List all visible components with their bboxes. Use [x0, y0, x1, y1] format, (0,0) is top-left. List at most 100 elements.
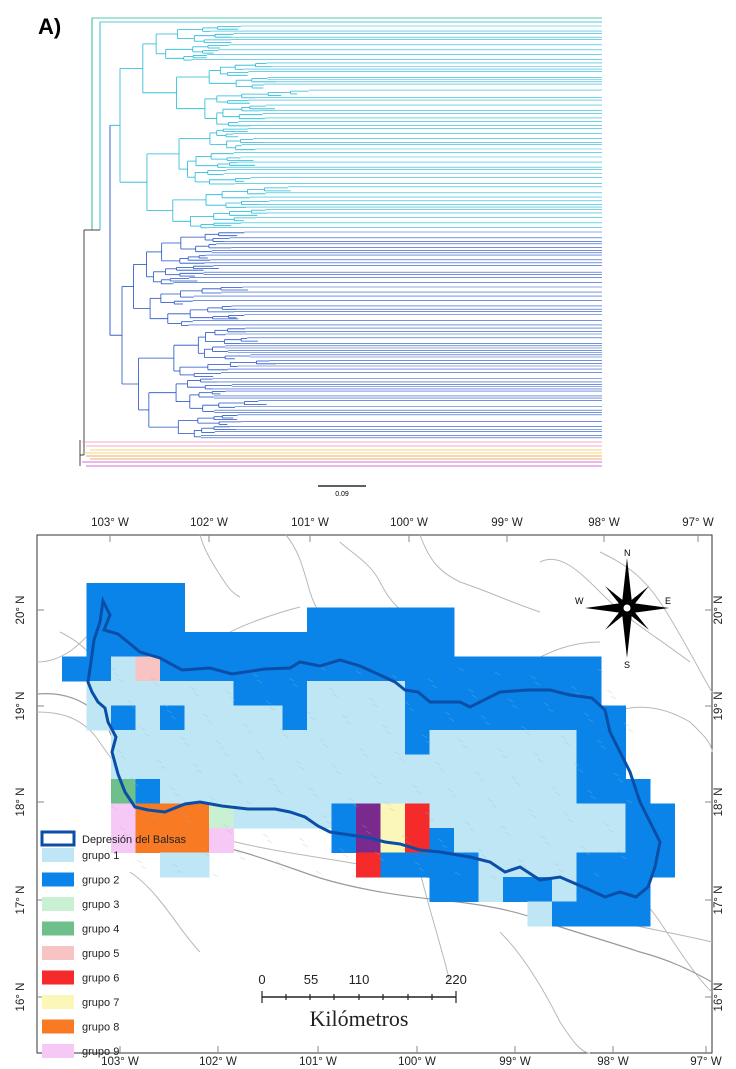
top-axis-label: 103° W	[91, 517, 129, 529]
grid-cell-grupo-2	[429, 656, 455, 682]
relief-hatch	[262, 833, 269, 838]
relief-hatch	[404, 701, 411, 706]
bottom-axis-label: 98° W	[597, 1056, 629, 1067]
grid-cell-grupo-2	[282, 705, 308, 731]
relief-hatch	[421, 734, 428, 739]
grid-cell-grupo-2	[650, 803, 675, 829]
left-axis-label: 16° N	[15, 983, 27, 1012]
relief-hatch	[318, 737, 325, 742]
grid-cell-grupo-1	[601, 828, 626, 853]
relief-hatch	[627, 728, 634, 733]
grid-cell-grupo-1	[478, 803, 504, 829]
grid-cell-grupo-2	[380, 632, 406, 657]
grid-cell-grupo-8	[160, 828, 185, 853]
grid-cell-grupo-2	[429, 632, 455, 657]
grid-cell-grupo-1	[380, 705, 406, 731]
grid-cell-grupo-1	[380, 681, 406, 706]
relief-hatch	[156, 759, 163, 764]
relief-hatch	[193, 692, 200, 697]
relief-hatch	[553, 862, 560, 867]
relief-hatch	[405, 840, 412, 845]
grid-cell-grupo-2	[209, 632, 234, 657]
scale-tick-label: 110	[349, 972, 370, 987]
relief-hatch	[584, 851, 591, 856]
relief-hatch	[278, 727, 285, 732]
grid-cell-grupo-1	[209, 730, 234, 755]
relief-hatch	[219, 746, 226, 751]
top-axis-label: 102° W	[190, 517, 228, 529]
grid-cell-grupo-1	[209, 754, 234, 780]
grid-cell-grupo-2	[111, 607, 136, 633]
grid-cell-grupo-2	[454, 705, 479, 731]
grid-cell-grupo-1	[233, 754, 259, 780]
grid-cell-grupo-1	[454, 730, 479, 755]
grid-cell-grupo-2	[111, 583, 136, 608]
grid-cell-grupo-2	[258, 632, 283, 657]
relief-hatch	[319, 666, 326, 671]
relief-hatch	[169, 786, 176, 791]
grid-cell-grupo-2	[233, 632, 259, 657]
grid-cell-grupo-1	[380, 779, 406, 804]
relief-hatch	[478, 777, 485, 782]
relief-hatch	[375, 780, 382, 785]
relief-hatch	[534, 681, 541, 686]
grid-cell-grupo-1	[307, 705, 332, 731]
grid-cell-grupo-2	[331, 632, 357, 657]
grid-cell-grupo-1	[135, 754, 161, 780]
relief-hatch	[341, 714, 348, 719]
relief-hatch	[415, 790, 422, 795]
grid-cell-grupo-2	[282, 632, 308, 657]
relief-hatch	[123, 832, 130, 837]
grid-cell-grupo-1	[331, 681, 357, 706]
relief-hatch	[331, 764, 338, 769]
relief-hatch	[236, 779, 243, 784]
relief-hatch	[276, 789, 283, 794]
legend-swatch	[42, 995, 74, 1009]
relief-hatch	[617, 778, 624, 783]
grid-cell-grupo-1	[307, 803, 332, 829]
bottom-axis-label: 97° W	[690, 1056, 722, 1067]
grid-cell-grupo-1	[331, 779, 357, 804]
grid-cell-grupo-1	[478, 852, 504, 878]
grid-cell-grupo-1	[209, 705, 234, 731]
relief-hatch	[520, 725, 527, 730]
relief-hatch	[223, 752, 230, 757]
grid-cell-grupo-1	[233, 779, 259, 804]
grid-cell-grupo-1	[601, 803, 626, 829]
relief-hatch	[517, 858, 524, 863]
right-axis-label: 16° N	[713, 983, 725, 1012]
relief-hatch	[381, 724, 388, 729]
grid-cell-grupo-2	[62, 656, 87, 682]
relief-hatch	[431, 684, 438, 689]
relief-hatch	[596, 739, 603, 744]
relief-hatch	[606, 689, 613, 694]
grid-cell-grupo-1	[503, 754, 528, 780]
relief-hatch	[560, 735, 567, 740]
relief-hatch	[159, 836, 166, 841]
grid-cell-grupo-1	[478, 828, 504, 853]
relief-hatch	[458, 667, 465, 672]
relief-hatch	[398, 757, 405, 762]
relief-hatch	[411, 784, 418, 789]
legend-swatch	[42, 921, 74, 936]
grid-cell-grupo-1	[331, 705, 357, 731]
relief-hatch	[295, 760, 302, 765]
relief-hatch	[222, 823, 229, 828]
grid-cell-grupo-2	[331, 607, 357, 633]
grid-cell-grupo-2	[625, 901, 651, 927]
bottom-axis-label: 103° W	[101, 1056, 139, 1067]
relief-hatch	[160, 765, 167, 770]
grid-cell-grupo-1	[527, 803, 553, 829]
relief-hatch	[524, 731, 531, 736]
relief-hatch	[199, 846, 206, 851]
relief-hatch	[335, 770, 342, 775]
grid-cell-grupo-9	[111, 828, 136, 853]
compass-north: N	[624, 548, 631, 558]
grid-cell-grupo-2	[307, 607, 332, 633]
left-axis-label: 19° N	[15, 692, 27, 721]
relief-hatch	[173, 792, 180, 797]
relief-hatch	[183, 742, 190, 747]
relief-hatch	[302, 843, 309, 848]
grid-cell-grupo-1	[405, 754, 430, 780]
relief-hatch	[530, 675, 537, 680]
